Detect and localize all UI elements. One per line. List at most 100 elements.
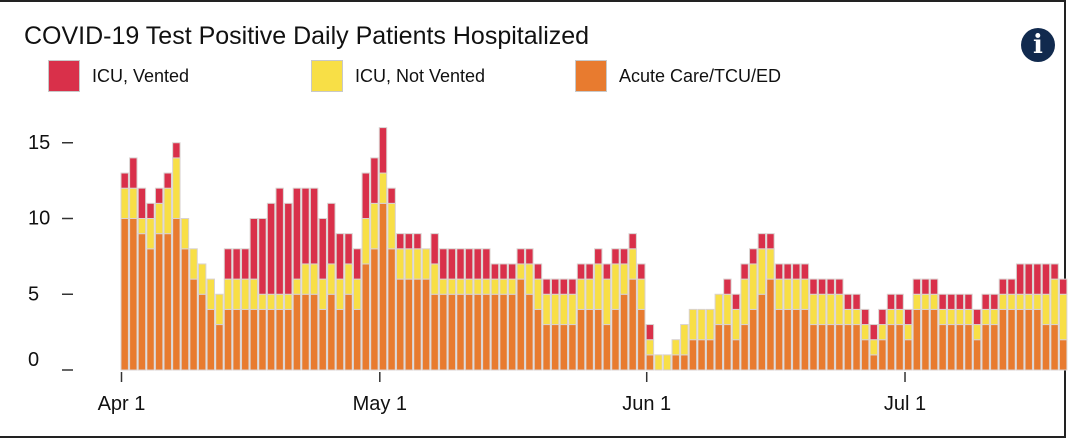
legend-label-icu-vented: ICU, Vented [92, 65, 190, 86]
bar-segment-acute-care [766, 278, 775, 371]
bar-segment-acute-care [335, 308, 345, 371]
bar-segment-acute-care [559, 324, 569, 371]
bar-segment-icu-not-vented [344, 263, 353, 295]
bar-segment-icu-vented [912, 278, 922, 295]
bar-segment-icu-not-vented [284, 293, 293, 310]
bar-segment-acute-care [137, 233, 147, 371]
bar-segment-icu-not-vented [576, 278, 586, 310]
bar-segment-acute-care [783, 308, 792, 371]
bar-segment-icu-vented [413, 233, 422, 250]
legend-item-acute-care[interactable]: Acute Care/TCU/ED [575, 60, 781, 92]
bar-segment-acute-care [671, 354, 680, 371]
info-icon[interactable]: i [1021, 28, 1055, 62]
bar-segment-icu-vented [998, 278, 1008, 295]
bar-segment-icu-not-vented [611, 263, 620, 310]
bar-segment-icu-not-vented [645, 339, 655, 356]
bar-segment-icu-vented [602, 263, 612, 280]
bar-segment-icu-vented [396, 233, 405, 250]
bar-segment-icu-not-vented [154, 202, 164, 235]
bar-segment-acute-care [1015, 308, 1025, 371]
bar-segment-icu-not-vented [990, 308, 999, 326]
bar-segment-acute-care [344, 293, 353, 371]
bar-segment-icu-not-vented [361, 218, 370, 265]
bar-segment-acute-care [370, 248, 379, 371]
bar-segment-acute-care [154, 233, 164, 371]
bar-segment-icu-not-vented [637, 278, 646, 310]
bar-segment-icu-vented [766, 233, 775, 250]
bar-segment-icu-vented [551, 278, 560, 295]
bar-segment-acute-care [378, 202, 388, 371]
bar-segment-acute-care [740, 324, 749, 371]
bar-segment-acute-care [774, 308, 784, 371]
bar-segment-icu-vented [757, 233, 767, 250]
bar-segment-acute-care [602, 324, 612, 371]
bar-segment-acute-care [749, 308, 758, 371]
bar-segment-acute-care [619, 293, 629, 371]
bar-segment-icu-vented [482, 248, 491, 280]
bar-segment-icu-vented [774, 263, 784, 280]
bar-segment-acute-care [249, 308, 259, 371]
bar-segment-icu-vented [456, 248, 465, 280]
bar-segment-icu-not-vented [602, 278, 612, 326]
bar-segment-icu-not-vented [559, 293, 569, 326]
legend-swatch-icu-vented [48, 60, 80, 92]
bar-segment-icu-not-vented [594, 263, 603, 310]
bar-segment-icu-not-vented [430, 263, 439, 295]
bar-segment-icu-vented [628, 233, 637, 250]
bar-segment-acute-care [731, 339, 741, 371]
bar-segment-acute-care [955, 324, 965, 371]
bar-segment-icu-not-vented [731, 308, 741, 341]
bar-segment-icu-not-vented [662, 354, 672, 371]
bar-segment-acute-care [197, 293, 207, 371]
legend-swatch-acute-care [575, 60, 607, 92]
bar-segment-acute-care [843, 324, 853, 371]
legend-item-icu-vented[interactable]: ICU, Vented [48, 60, 189, 92]
bar-segment-icu-not-vented [241, 278, 250, 310]
bar-segment-icu-vented [637, 263, 646, 280]
bar-segment-icu-not-vented [843, 308, 853, 326]
bar-segment-acute-care [189, 278, 198, 371]
bar-segment-icu-not-vented [516, 263, 525, 280]
bar-segment-acute-care [258, 308, 267, 371]
bar-segment-acute-care [301, 293, 310, 371]
bar-segment-icu-not-vented [551, 293, 560, 326]
x-tick-label: Apr 1 [98, 393, 146, 415]
bar-segment-icu-not-vented [783, 278, 792, 310]
bar-segment-icu-vented [525, 248, 534, 265]
bar-segment-icu-vented [826, 278, 835, 295]
bar-segment-icu-vented [361, 172, 370, 220]
bar-segment-icu-not-vented [964, 308, 973, 326]
bar-segment-icu-not-vented [740, 278, 749, 326]
bar-segment-icu-vented [835, 278, 844, 295]
bar-segment-icu-vented [1050, 263, 1059, 280]
bar-segment-icu-vented [309, 187, 319, 265]
bar-segment-icu-not-vented [318, 278, 327, 310]
bar-segment-icu-vented [1015, 263, 1025, 295]
bar-segment-acute-care [482, 293, 491, 371]
bar-segment-icu-vented [619, 248, 629, 265]
bar-segment-icu-vented [249, 218, 259, 280]
x-tick-label: May 1 [353, 393, 407, 415]
bar-segment-icu-vented [645, 324, 655, 341]
bar-segment-icu-not-vented [215, 293, 224, 326]
bar-segment-acute-care [895, 324, 904, 371]
bar-segment-icu-not-vented [585, 278, 594, 310]
bar-segment-icu-vented [241, 248, 250, 280]
bar-segment-icu-vented [955, 293, 965, 310]
bar-segment-icu-not-vented [146, 218, 155, 250]
bar-segment-icu-not-vented [447, 278, 457, 295]
bar-segment-icu-vented [439, 248, 448, 280]
legend-label-acute-care: Acute Care/TCU/ED [619, 65, 782, 86]
bar-segment-icu-vented [464, 248, 474, 280]
bar-segment-icu-vented [972, 308, 982, 326]
bar-segment-acute-care [576, 308, 586, 371]
bar-segment-acute-care [929, 308, 939, 371]
bar-segment-acute-care [645, 354, 655, 371]
bar-segment-icu-not-vented [972, 324, 982, 341]
legend-item-icu-not-vented[interactable]: ICU, Not Vented [311, 60, 485, 92]
bar-segment-icu-not-vented [413, 248, 422, 280]
bar-segment-icu-not-vented [335, 278, 345, 310]
bar-segment-icu-vented [490, 263, 500, 280]
bar-segment-acute-care [904, 339, 913, 371]
